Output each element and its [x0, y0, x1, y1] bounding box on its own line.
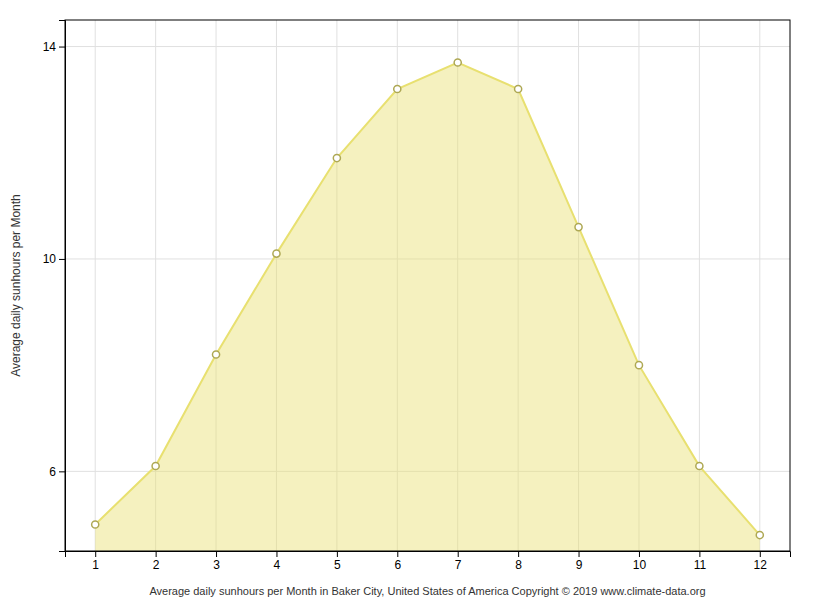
tick-mark	[95, 551, 96, 557]
y-axis-title: Average daily sunhours per Month	[9, 194, 23, 377]
tick-mark	[59, 47, 65, 48]
marker	[152, 462, 159, 469]
marker	[515, 85, 522, 92]
tick-label: 14	[43, 40, 57, 54]
tick-mark	[216, 551, 217, 557]
tick-label: 4	[274, 558, 281, 572]
y-axis: 6 10 14	[43, 21, 66, 552]
axis-line	[59, 21, 66, 552]
line	[95, 62, 760, 535]
tick: 4	[274, 551, 281, 572]
tick-mark	[276, 551, 277, 557]
tick-mark	[397, 551, 398, 557]
tick-label: 10	[43, 252, 57, 266]
chart: 12345678910111261014Average daily sunhou…	[0, 0, 815, 611]
tick-mark	[156, 551, 157, 557]
tick-label: 6	[49, 465, 56, 479]
tick: 8	[515, 551, 522, 572]
marks	[92, 59, 764, 551]
tick-mark	[59, 259, 65, 260]
x-axis-title: Average daily sunhours per Month in Bake…	[149, 585, 705, 597]
marker	[212, 351, 219, 358]
tick-label: 9	[576, 558, 583, 572]
tick-label: 1	[92, 558, 99, 572]
tick-label: 5	[334, 558, 341, 572]
tick-label: 12	[754, 558, 768, 572]
tick-mark	[518, 551, 519, 557]
tick-mark	[699, 551, 700, 557]
plot: 12345678910111261014	[43, 20, 791, 572]
marker	[635, 362, 642, 369]
grid	[65, 20, 790, 551]
tick: 2	[153, 551, 160, 572]
tick-mark	[639, 551, 640, 557]
tick: 7	[455, 551, 462, 572]
tick: 6	[394, 551, 401, 572]
plot-frame	[65, 20, 790, 551]
tick: 11	[694, 551, 707, 572]
tick: 9	[576, 551, 583, 572]
marker	[273, 250, 280, 257]
tick-mark	[760, 551, 761, 557]
x-axis: 123456789101112	[66, 551, 791, 572]
tick: 14	[43, 40, 65, 54]
tick: 10	[633, 551, 647, 572]
marker	[454, 59, 461, 66]
tick-label: 11	[694, 558, 707, 572]
tick-mark	[579, 551, 580, 557]
tick: 12	[754, 551, 768, 572]
area	[95, 62, 760, 551]
tick-label: 6	[394, 558, 401, 572]
tick-mark	[458, 551, 459, 557]
tick: 10	[43, 252, 65, 266]
tick-label: 8	[515, 558, 522, 572]
tick-label: 10	[633, 558, 647, 572]
marker	[92, 521, 99, 528]
tick: 3	[213, 551, 220, 572]
tick-mark	[59, 471, 65, 472]
marker	[756, 532, 763, 539]
grid-line	[65, 46, 790, 47]
axis-line	[66, 552, 791, 558]
tick: 5	[334, 551, 341, 572]
marker	[696, 462, 703, 469]
tick-label: 2	[153, 558, 160, 572]
tick-mark	[337, 551, 338, 557]
tick-label: 3	[213, 558, 220, 572]
marker	[394, 85, 401, 92]
marker	[333, 154, 340, 161]
tick: 1	[92, 551, 99, 572]
marker	[575, 224, 582, 231]
tick: 6	[49, 465, 65, 479]
tick-label: 7	[455, 558, 462, 572]
